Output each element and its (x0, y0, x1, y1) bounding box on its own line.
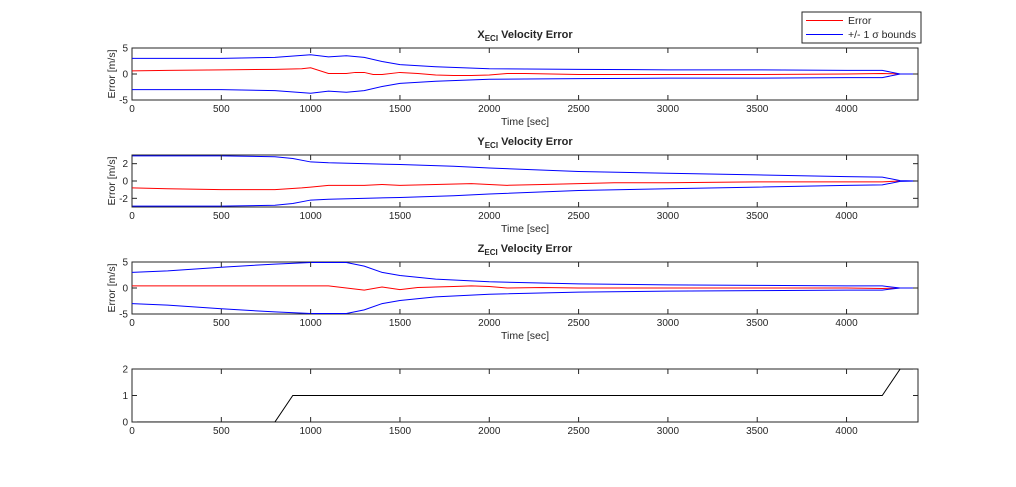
y-tick-label: -2 (119, 194, 128, 205)
series-line-2 (132, 155, 918, 182)
y-tick-label: -5 (119, 96, 128, 107)
x-tick-label: 2000 (478, 104, 501, 115)
series-line-2 (132, 54, 918, 75)
x-tick-label: 3500 (746, 426, 769, 437)
subplot-2: 0 500 1000 1500 2000 2500 3000 3500 4000-202Time… (106, 136, 919, 235)
subplot-4: 0 500 1000 1500 2000 2500 3000 3500 4000 0 1 2 (122, 365, 919, 437)
chart-title: XECI Velocity Error (477, 29, 573, 43)
x-tick-label: 500 (213, 211, 230, 222)
x-tick-label: 500 (213, 318, 230, 329)
y-tick-label: -5 (119, 310, 128, 321)
chart-title: ZECI Velocity Error (478, 243, 573, 257)
series-line-1 (132, 285, 918, 291)
chart-title-rest: Velocity Error (498, 136, 573, 148)
y-tick-label: 2 (122, 365, 128, 376)
chart-title-subscript: ECI (484, 248, 497, 257)
chart-title-main: X (477, 29, 485, 41)
x-tick-label: 1500 (389, 318, 412, 329)
chart-title-main: Y (477, 136, 485, 148)
x-tick-label: 0 (129, 426, 135, 437)
y-axis-label: Error [m/s] (106, 49, 118, 98)
y-tick-label: 0 (122, 284, 128, 295)
x-tick-label: 4000 (835, 211, 858, 222)
x-axis-label: Time [sec] (501, 116, 549, 128)
y-tick-label: 5 (122, 258, 128, 269)
x-tick-label: 1000 (300, 104, 323, 115)
x-tick-label: 2500 (567, 104, 590, 115)
y-axis-label: Error [m/s] (106, 156, 118, 205)
x-axis-label: Time [sec] (501, 330, 549, 342)
x-tick-label: 0 (129, 318, 135, 329)
x-tick-label: 1000 (300, 318, 323, 329)
plot-area (131, 154, 919, 208)
x-tick-label: 3500 (746, 211, 769, 222)
x-tick-label: 4000 (835, 104, 858, 115)
chart-title-main: Z (478, 243, 485, 255)
y-tick-label: 0 (122, 70, 128, 81)
series-line-3 (132, 287, 918, 314)
x-tick-label: 0 (129, 211, 135, 222)
x-tick-label: 2000 (478, 211, 501, 222)
x-tick-label: 4000 (835, 426, 858, 437)
chart-title: YECI Velocity Error (477, 136, 573, 150)
x-tick-label: 1500 (389, 211, 412, 222)
x-tick-label: 500 (213, 104, 230, 115)
x-tick-label: 4000 (835, 318, 858, 329)
chart-title-rest: Velocity Error (498, 243, 573, 255)
series-line-1 (132, 180, 918, 191)
y-tick-label: 0 (122, 177, 128, 188)
x-tick-label: 3000 (657, 426, 680, 437)
series-group (132, 369, 918, 422)
subplot-3: 0 500 1000 1500 2000 2500 3000 3500 4000-505Time… (106, 243, 919, 342)
series-line-2 (132, 262, 918, 289)
legend-box (801, 11, 922, 44)
x-tick-label: 2000 (478, 318, 501, 329)
x-tick-label: 1000 (300, 426, 323, 437)
legend-label-2: +/- 1 σ bounds (848, 29, 916, 41)
y-tick-label: 2 (122, 159, 128, 170)
chart-title-subscript: ECI (485, 141, 498, 150)
x-tick-label: 3500 (746, 318, 769, 329)
series-line-3 (132, 73, 918, 94)
series-line-3 (132, 180, 918, 207)
x-tick-label: 0 (129, 104, 135, 115)
series-group (132, 262, 918, 314)
x-tick-label: 2000 (478, 426, 501, 437)
y-axis-label: Error [m/s] (106, 263, 118, 312)
x-tick-label: 1500 (389, 104, 412, 115)
chart-title-subscript: ECI (485, 34, 498, 43)
series-line-1 (132, 369, 918, 422)
x-tick-label: 1500 (389, 426, 412, 437)
x-tick-label: 3000 (657, 318, 680, 329)
x-tick-label: 3000 (657, 211, 680, 222)
series-group (132, 155, 918, 207)
y-tick-label: 5 (122, 44, 128, 55)
x-tick-label: 500 (213, 426, 230, 437)
legend-label-1: Error (848, 15, 872, 27)
x-tick-label: 3000 (657, 104, 680, 115)
subplot-1: 0 500 1000 1500 2000 2500 3000 3500 4000-505Time… (106, 29, 919, 128)
y-tick-label: 0 (122, 418, 128, 429)
legend: Error +/- 1 σ bounds (801, 11, 922, 44)
chart-title-rest: Velocity Error (498, 29, 573, 41)
series-group (132, 54, 918, 94)
y-tick-label: 1 (122, 391, 128, 402)
x-tick-label: 2500 (567, 211, 590, 222)
series-line-1 (132, 67, 918, 77)
x-axis-label: Time [sec] (501, 223, 549, 235)
x-tick-label: 2500 (567, 426, 590, 437)
x-tick-label: 3500 (746, 104, 769, 115)
x-tick-label: 1000 (300, 211, 323, 222)
x-tick-label: 2500 (567, 318, 590, 329)
